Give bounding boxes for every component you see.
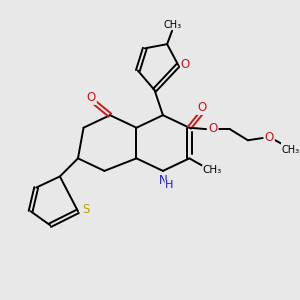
Text: S: S (82, 203, 90, 216)
Text: H: H (165, 180, 173, 190)
Text: O: O (181, 58, 190, 71)
Text: O: O (87, 91, 96, 104)
Text: N: N (158, 174, 167, 187)
Text: O: O (197, 101, 206, 114)
Text: CH₃: CH₃ (203, 165, 222, 175)
Text: CH₃: CH₃ (163, 20, 181, 30)
Text: O: O (208, 122, 218, 135)
Text: CH₃: CH₃ (163, 20, 181, 30)
Text: S: S (82, 203, 90, 216)
Text: O: O (87, 91, 96, 104)
Text: O: O (265, 131, 274, 144)
Text: H: H (165, 180, 173, 190)
Text: O: O (197, 101, 206, 114)
Text: O: O (181, 58, 190, 71)
Text: N: N (158, 174, 167, 187)
Text: CH₃: CH₃ (281, 145, 299, 155)
Text: O: O (265, 131, 274, 144)
Text: CH₃: CH₃ (203, 165, 222, 175)
Text: O: O (208, 122, 218, 135)
